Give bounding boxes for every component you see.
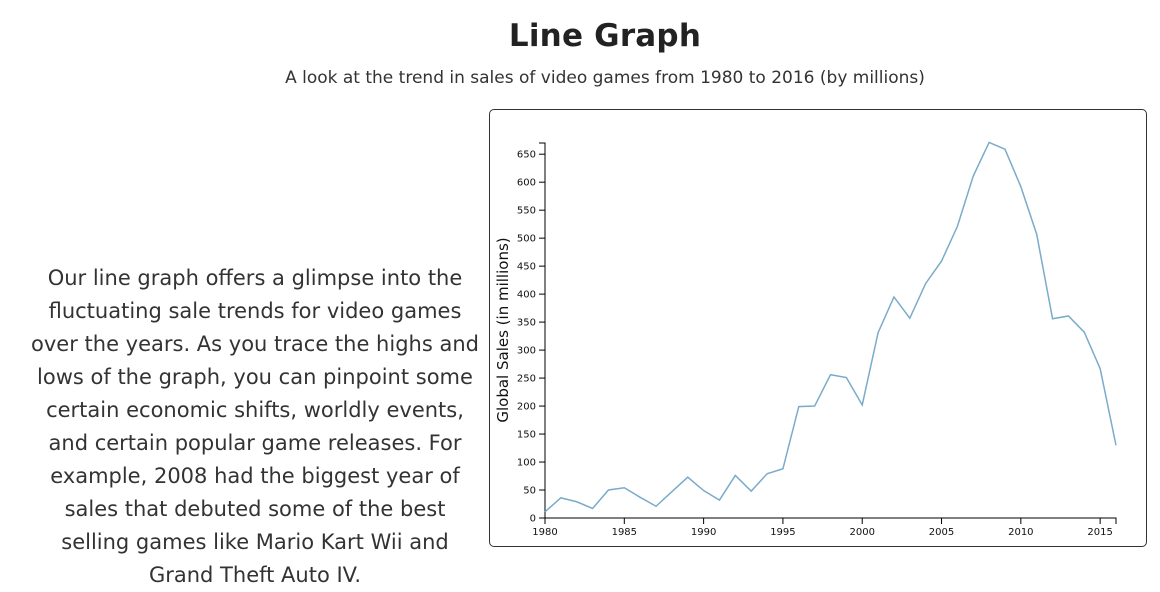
y-tick-label: 300 <box>517 346 536 357</box>
y-tick-label: 150 <box>517 430 536 441</box>
page-subtitle: A look at the trend in sales of video ga… <box>285 68 925 88</box>
x-tick-label: 1980 <box>532 527 557 538</box>
chart-description: Our line graph offers a glimpse into the… <box>31 266 479 587</box>
page-title: Line Graph <box>508 18 702 54</box>
x-tick-label: 2010 <box>1008 527 1033 538</box>
y-tick-label: 500 <box>517 234 536 245</box>
x-tick-label: 1985 <box>612 527 637 538</box>
y-tick-label: 100 <box>517 458 536 469</box>
y-tick-label: 250 <box>517 374 536 385</box>
y-tick-label: 450 <box>517 262 536 273</box>
y-tick-label: 350 <box>517 318 536 329</box>
line-chart: 050100150200250300350400450500550600650 … <box>494 141 1117 538</box>
chart-panel: 0 50 100 150 200 250 300 350 400 450 500 550 600 650 … <box>489 109 1147 547</box>
x-tick-label: 1995 <box>770 527 795 538</box>
y-tick-label: 0 <box>530 514 536 525</box>
x-axis-line <box>544 517 1117 524</box>
y-tick-label: 400 <box>517 290 536 301</box>
series-line <box>544 141 1117 513</box>
y-axis: 0 50 100 150 200 250 300 350 400 450 500 550 600 650 <box>517 142 546 525</box>
y-tick-label: 200 <box>517 402 536 413</box>
x-axis: 1980 1985 1990 1995 2000 2005 2010 2015 <box>532 517 1117 538</box>
y-tick-label: 600 <box>517 178 536 189</box>
y-tick-label: 50 <box>523 486 536 497</box>
y-tick-label: 550 <box>517 206 536 217</box>
x-tick-label: 2005 <box>929 527 954 538</box>
x-tick-label: 2000 <box>849 527 874 538</box>
x-tick-label: 2015 <box>1087 527 1112 538</box>
x-tick-label: 1990 <box>691 527 716 538</box>
y-axis-label: Global Sales (in millions) <box>494 237 512 422</box>
y-tick-label: 650 <box>517 150 536 161</box>
